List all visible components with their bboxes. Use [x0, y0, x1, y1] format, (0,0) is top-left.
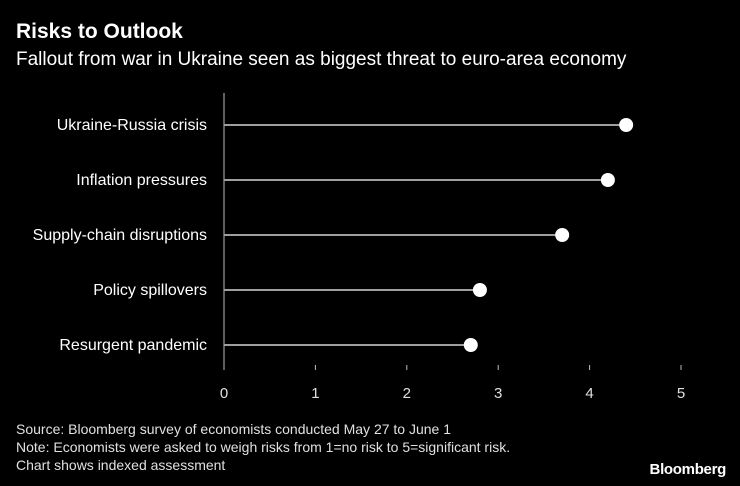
lollipop-point	[600, 173, 615, 187]
method-note: Note: Economists were asked to weigh ris…	[16, 439, 511, 455]
lollipop-point	[463, 338, 478, 352]
chart-subtitle: Fallout from war in Ukraine seen as bigg…	[16, 49, 627, 70]
category-label: Resurgent pandemic	[59, 337, 207, 354]
chart-notes: Source: Bloomberg survey of economists c…	[16, 420, 510, 474]
lollipop-point	[619, 118, 634, 132]
x-tick-label-2: 2	[403, 385, 411, 402]
x-tick-label-4: 4	[585, 385, 593, 402]
x-tick-label-0: 0	[220, 385, 228, 402]
method-note-2: Chart shows indexed assessment	[16, 457, 226, 473]
category-label: Ukraine-Russia crisis	[57, 117, 207, 134]
lollipop-point	[555, 228, 570, 242]
category-label: Supply-chain disruptions	[33, 227, 207, 244]
source-note: Source: Bloomberg survey of economists c…	[16, 421, 452, 437]
category-label: Policy spillovers	[93, 282, 207, 299]
category-label: Inflation pressures	[76, 172, 207, 189]
x-tick-label-3: 3	[494, 385, 502, 402]
x-tick-label-5: 5	[677, 385, 685, 402]
x-tick-label-1: 1	[311, 385, 319, 402]
bloomberg-logo: Bloomberg	[649, 461, 727, 478]
lollipop-point	[472, 283, 487, 297]
chart-title: Risks to Outlook	[16, 20, 183, 43]
